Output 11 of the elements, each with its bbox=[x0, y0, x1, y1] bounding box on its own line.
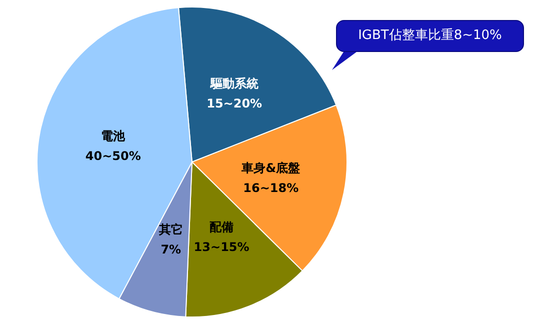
data-label: 40~50% bbox=[85, 148, 141, 163]
slice-label: 電池 bbox=[101, 128, 126, 143]
data-label: 13~15% bbox=[194, 240, 250, 254]
slice-label: 其它 bbox=[158, 222, 183, 237]
slice-label: 驅動系統 bbox=[209, 76, 258, 91]
text: IGBT佔整車比重8~10% bbox=[336, 20, 524, 52]
data-label: 15~20% bbox=[206, 96, 262, 111]
data-label: 7% bbox=[160, 242, 182, 257]
slice-label: 配備 bbox=[210, 220, 234, 234]
slice-label: 車身&底盤 bbox=[240, 161, 300, 176]
data-label: 16~18% bbox=[243, 181, 299, 196]
